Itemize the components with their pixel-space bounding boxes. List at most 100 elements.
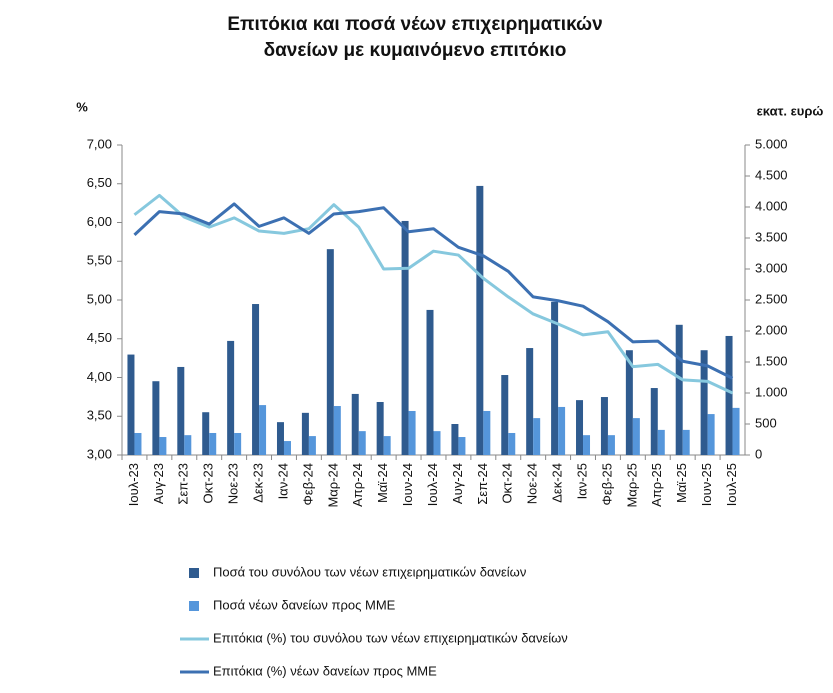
- legend-label: Επιτόκια (%) του συνόλου των νέων επιχει…: [213, 630, 568, 645]
- bar: [177, 366, 185, 455]
- bar: [152, 381, 160, 455]
- bar: [227, 340, 235, 455]
- x-tick-label: Ιουλ-24: [425, 463, 440, 506]
- x-tick-label: Αυγ-24: [450, 463, 465, 504]
- y2-tick-label: 5.000: [755, 136, 788, 151]
- legend-swatch: [189, 601, 199, 611]
- x-tick-label: Μαρ-24: [325, 463, 340, 508]
- bar: [209, 432, 217, 455]
- legend-label: Επιτόκια (%) νέων δανείων προς ΜΜΕ: [213, 663, 437, 678]
- x-tick-label: Δεκ-24: [550, 463, 565, 503]
- bar: [127, 354, 135, 455]
- y2-tick-label: 3.500: [755, 229, 788, 244]
- y2-axis-label: εκατ. ευρώ: [757, 103, 824, 118]
- bar: [675, 324, 683, 455]
- bar: [134, 432, 142, 455]
- bar: [476, 185, 484, 456]
- bar: [725, 335, 733, 455]
- x-tick-label: Απρ-25: [649, 463, 664, 507]
- x-tick-label: Νοε-23: [226, 463, 241, 504]
- chart-title: Επιτόκια και ποσά νέων επιχειρηματικών δ…: [227, 14, 603, 61]
- bar: [632, 418, 640, 455]
- bar: [607, 435, 615, 455]
- bar: [707, 414, 715, 455]
- x-tick-label: Φεβ-25: [599, 463, 614, 505]
- y-tick-label: 6,50: [87, 175, 112, 190]
- x-tick-label: Οκτ-23: [201, 463, 216, 504]
- y2-tick-label: 2.000: [755, 322, 788, 337]
- bar: [401, 220, 409, 455]
- bar: [159, 437, 167, 455]
- x-tick-label: Σεπ-23: [176, 463, 191, 505]
- y2-tick-label: 0: [755, 446, 762, 461]
- x-tick-label: Μαϊ-24: [375, 463, 390, 503]
- x-tick-label: Σεπ-24: [475, 463, 490, 505]
- y2-tick-label: 1.500: [755, 353, 788, 368]
- bar: [433, 431, 441, 455]
- bar: [426, 309, 434, 455]
- bar: [234, 432, 242, 455]
- y-tick-label: 4,00: [87, 369, 112, 384]
- bar: [657, 429, 665, 455]
- bar: [625, 350, 633, 455]
- bar: [501, 375, 509, 455]
- bar: [732, 407, 740, 455]
- bar: [583, 435, 591, 455]
- bar: [576, 400, 584, 455]
- x-tick-label: Ιαν-24: [275, 463, 290, 499]
- y2-tick-label: 4.000: [755, 198, 788, 213]
- y2-tick-label: 2.500: [755, 291, 788, 306]
- bar: [351, 393, 359, 455]
- bar: [358, 431, 366, 455]
- y-tick-label: 5,50: [87, 253, 112, 268]
- y-tick-label: 7,00: [87, 136, 112, 151]
- x-tick-label: Δεκ-23: [250, 463, 265, 503]
- y-tick-label: 5,00: [87, 291, 112, 306]
- y-tick-label: 6,00: [87, 214, 112, 229]
- bar: [383, 436, 391, 455]
- legend-swatch: [189, 568, 199, 578]
- line: [133, 193, 734, 395]
- x-tick-label: Ιουλ-23: [126, 463, 141, 506]
- bar: [600, 397, 608, 455]
- y2-tick-label: 4.500: [755, 167, 788, 182]
- bar: [558, 406, 566, 455]
- bar: [700, 350, 708, 455]
- x-tick-label: Ιουν-24: [400, 463, 415, 506]
- x-tick-label: Νοε-24: [525, 463, 540, 504]
- y2-tick-label: 1.000: [755, 384, 788, 399]
- x-tick-label: Αυγ-23: [151, 463, 166, 504]
- bar: [202, 412, 210, 455]
- legend-label: Ποσά του συνόλου των νέων επιχειρηματικώ…: [213, 564, 526, 579]
- bar: [301, 412, 309, 455]
- bar: [458, 437, 466, 455]
- bar: [551, 301, 559, 455]
- bar: [508, 432, 516, 455]
- y-tick-label: 3,50: [87, 408, 112, 423]
- bar: [650, 388, 658, 455]
- bar: [326, 249, 334, 455]
- bar: [682, 429, 690, 455]
- bar: [408, 410, 416, 455]
- bar: [333, 406, 341, 455]
- y-axis-label: %: [76, 99, 88, 114]
- x-tick-label: Ιαν-25: [574, 463, 589, 499]
- x-tick-label: Απρ-24: [350, 463, 365, 507]
- line: [133, 202, 734, 380]
- bar: [376, 401, 384, 455]
- y-tick-label: 3,00: [87, 446, 112, 461]
- y2-tick-label: 500: [755, 415, 777, 430]
- bar: [533, 418, 541, 455]
- bar: [483, 410, 491, 455]
- bar: [451, 424, 459, 455]
- bar: [308, 436, 316, 455]
- x-tick-label: Οκτ-24: [500, 463, 515, 504]
- bar: [252, 304, 260, 455]
- legend-label: Ποσά νέων δανείων προς ΜΜΕ: [213, 597, 396, 612]
- x-tick-label: Ιουν-25: [699, 463, 714, 506]
- x-tick-label: Ιουλ-25: [724, 463, 739, 506]
- bar: [283, 441, 291, 455]
- bar: [276, 422, 284, 455]
